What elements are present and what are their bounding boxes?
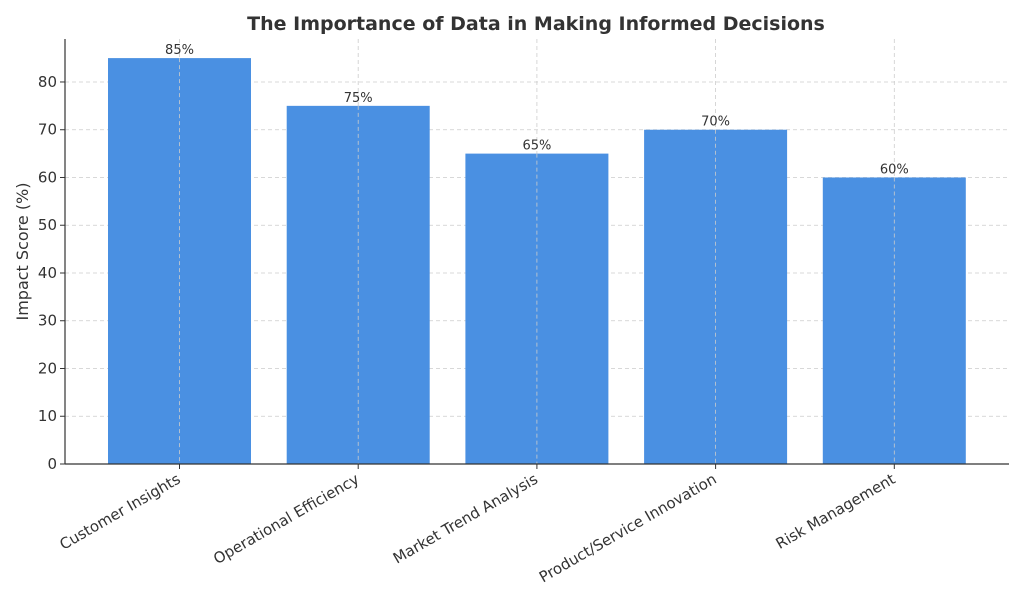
y-tick-label: 40 xyxy=(38,264,57,282)
data-label: 85% xyxy=(165,43,194,58)
bar-layer xyxy=(108,58,966,464)
y-tick-label: 20 xyxy=(38,359,57,377)
data-label: 60% xyxy=(880,162,909,177)
chart-title: The Importance of Data in Making Informe… xyxy=(247,13,825,35)
x-tick-label: Customer Insights xyxy=(56,470,183,554)
data-label-layer: 85% 75% 65% 70% 60% xyxy=(165,43,909,177)
data-label: 75% xyxy=(344,91,373,106)
x-tick-label: Market Trend Analysis xyxy=(390,470,541,568)
x-tick-label: Risk Management xyxy=(773,470,899,553)
x-tick-label: Product/Service Innovation xyxy=(536,470,720,586)
x-tick-label: Operational Efficiency xyxy=(210,470,362,568)
bar xyxy=(644,129,788,464)
y-tick-label: 10 xyxy=(38,407,57,425)
y-tick-label: 0 xyxy=(47,455,57,473)
y-tick-label: 30 xyxy=(38,312,57,330)
data-label: 70% xyxy=(701,115,730,130)
y-tick-label: 50 xyxy=(38,216,57,234)
y-axis-label: Impact Score (%) xyxy=(13,182,32,320)
y-tick-label: 60 xyxy=(38,168,57,186)
data-label: 65% xyxy=(522,139,551,154)
y-tick-label: 80 xyxy=(38,73,57,91)
y-tick-label: 70 xyxy=(38,121,57,139)
